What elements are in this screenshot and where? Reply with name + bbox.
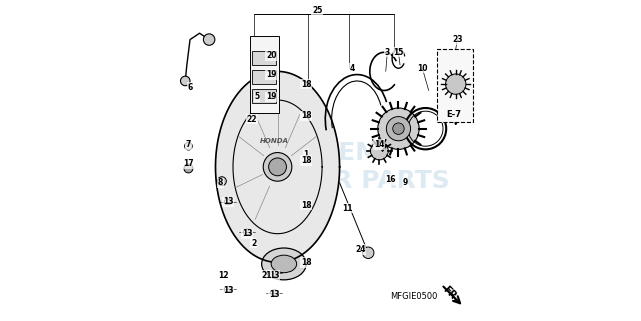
Text: E-7: E-7 xyxy=(447,109,462,118)
Text: 19: 19 xyxy=(266,92,276,101)
Polygon shape xyxy=(215,71,340,262)
Circle shape xyxy=(363,247,374,258)
Circle shape xyxy=(185,142,192,150)
Text: 10: 10 xyxy=(417,64,428,73)
Circle shape xyxy=(370,142,388,160)
Text: 2: 2 xyxy=(251,239,256,248)
Text: 8: 8 xyxy=(217,178,223,187)
Text: 24: 24 xyxy=(355,245,365,254)
Text: 23: 23 xyxy=(452,35,463,44)
Circle shape xyxy=(217,177,226,186)
Ellipse shape xyxy=(271,271,278,276)
FancyBboxPatch shape xyxy=(251,36,279,113)
Text: 3: 3 xyxy=(385,48,390,57)
Text: OEM
MOTOR PARTS: OEM MOTOR PARTS xyxy=(249,141,449,193)
Circle shape xyxy=(393,123,404,134)
Text: 18: 18 xyxy=(301,111,312,120)
Ellipse shape xyxy=(271,255,297,273)
Text: 15: 15 xyxy=(394,48,404,57)
Text: 25: 25 xyxy=(312,6,322,15)
Text: 20: 20 xyxy=(266,51,276,60)
Circle shape xyxy=(269,158,287,176)
Text: 18: 18 xyxy=(301,258,312,267)
Text: 12: 12 xyxy=(218,271,229,280)
Bar xyxy=(252,70,276,84)
Ellipse shape xyxy=(244,229,251,235)
Text: 21: 21 xyxy=(261,271,272,280)
Text: 17: 17 xyxy=(183,159,194,168)
Text: 14: 14 xyxy=(374,140,385,149)
Circle shape xyxy=(387,117,410,141)
Ellipse shape xyxy=(224,287,232,292)
Text: 5: 5 xyxy=(254,92,260,101)
Text: FR.: FR. xyxy=(441,284,461,304)
Text: 11: 11 xyxy=(342,204,353,213)
Circle shape xyxy=(181,76,190,86)
Text: MFGIE0500: MFGIE0500 xyxy=(390,291,438,300)
Circle shape xyxy=(184,164,193,173)
Text: 16: 16 xyxy=(385,175,395,184)
Text: HONDA: HONDA xyxy=(260,138,289,144)
Circle shape xyxy=(445,74,466,94)
Ellipse shape xyxy=(271,290,278,295)
Text: 13: 13 xyxy=(223,286,233,295)
Text: 13: 13 xyxy=(269,290,279,299)
Text: 7: 7 xyxy=(186,140,191,149)
Text: 6: 6 xyxy=(187,83,193,92)
Bar xyxy=(252,51,276,65)
Ellipse shape xyxy=(224,199,232,205)
Text: 9: 9 xyxy=(402,178,408,187)
Bar xyxy=(252,89,276,103)
FancyBboxPatch shape xyxy=(437,49,473,122)
Text: 18: 18 xyxy=(301,201,312,210)
Ellipse shape xyxy=(262,248,306,280)
Text: 1: 1 xyxy=(304,150,309,159)
Text: 18: 18 xyxy=(301,80,312,89)
Text: 13: 13 xyxy=(269,271,279,280)
Text: 22: 22 xyxy=(247,115,257,124)
Text: 18: 18 xyxy=(301,156,312,165)
Text: 4: 4 xyxy=(350,64,355,73)
Text: 13: 13 xyxy=(223,197,233,206)
Circle shape xyxy=(203,34,215,45)
Text: 13: 13 xyxy=(242,229,253,238)
Circle shape xyxy=(263,152,292,181)
Circle shape xyxy=(378,108,419,149)
Text: 19: 19 xyxy=(266,70,276,79)
